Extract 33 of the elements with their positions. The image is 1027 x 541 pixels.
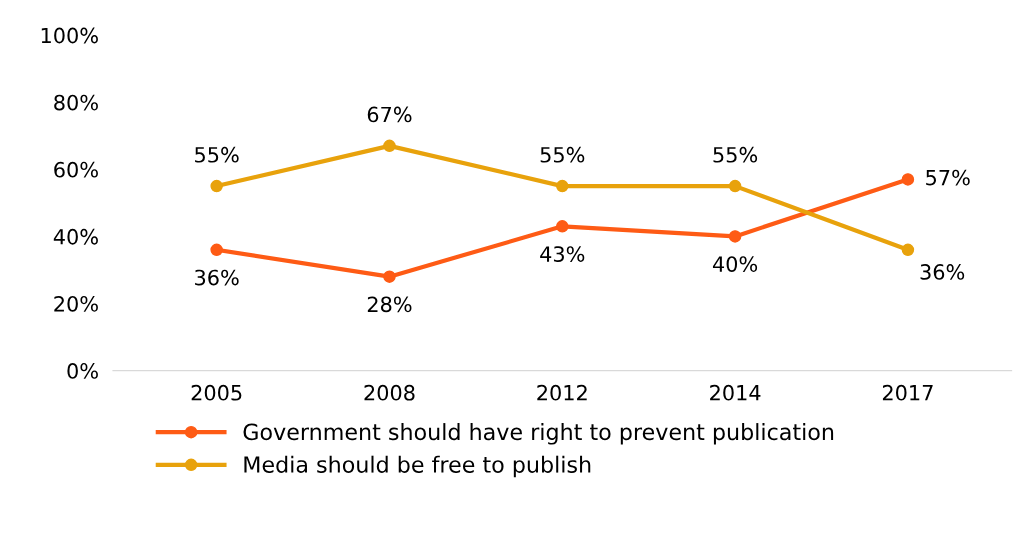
data-label: 36%: [195, 269, 239, 286]
x-tick-label: 2008: [364, 384, 415, 401]
data-label: 57%: [926, 169, 970, 186]
data-label: 28%: [367, 296, 412, 313]
point: [728, 230, 742, 243]
x-tick-label: 2014: [710, 384, 761, 401]
x-tick-label: 2005: [191, 384, 242, 401]
y-tick-label: 60%: [54, 161, 98, 178]
point: [383, 139, 396, 153]
point: [556, 179, 569, 193]
data-label: 40%: [712, 256, 758, 272]
data-label: 55%: [540, 146, 585, 163]
legend-label: Government should have right to prevent publication: [243, 423, 834, 445]
data-label: 36%: [920, 264, 965, 280]
x-tick-label: 2012: [537, 384, 587, 401]
data-label: 43%: [540, 246, 585, 262]
y-tick-label: 40%: [53, 228, 98, 245]
data-label: 55%: [713, 146, 758, 163]
point: [210, 179, 223, 193]
point: [210, 243, 223, 257]
data-label: 67%: [367, 106, 412, 123]
point: [901, 173, 915, 186]
point: [728, 179, 742, 193]
y-tick-label: 0%: [67, 363, 98, 379]
y-tick-label: 20%: [54, 295, 98, 312]
y-tick-label: 100%: [41, 27, 98, 44]
data-label: 55%: [195, 146, 239, 163]
point: [383, 270, 396, 283]
legend-label: Media should be free to publish: [244, 455, 591, 478]
point: [556, 220, 569, 233]
y-tick-label: 80%: [54, 94, 98, 111]
point: [901, 243, 915, 257]
x-tick-label: 2017: [882, 384, 933, 401]
